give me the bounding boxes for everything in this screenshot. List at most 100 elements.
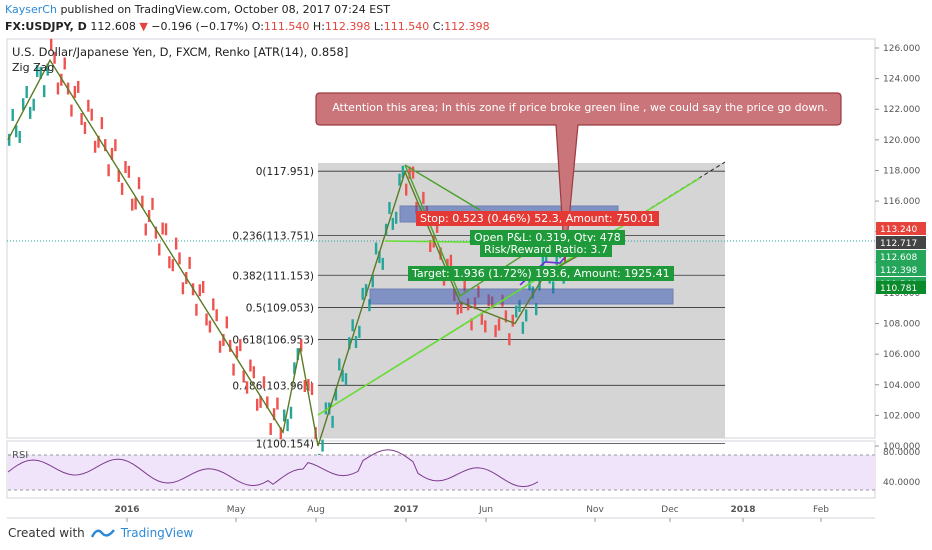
fib-label-1: 1(100.154) — [256, 439, 314, 451]
renko-brick-56 — [198, 284, 201, 297]
price-tag-2: 112.608 — [880, 253, 917, 263]
renko-brick-68 — [239, 339, 242, 352]
author-link[interactable]: KayserCh — [5, 3, 57, 16]
renko-brick-72 — [252, 366, 256, 379]
renko-brick-96 — [334, 388, 338, 401]
renko-brick-77 — [269, 423, 272, 436]
renko-brick-102 — [354, 336, 358, 349]
time-axis[interactable]: 2016 May Aug 2017 Jun Nov Dec 2018 Feb — [114, 505, 829, 522]
renko-brick-86 — [300, 339, 303, 352]
renko-brick-3 — [18, 130, 21, 143]
renko-brick-133 — [460, 301, 463, 314]
renko-brick-84 — [293, 362, 296, 375]
renko-brick-70 — [245, 381, 249, 394]
renko-brick-134 — [463, 279, 466, 292]
renko-brick-112 — [388, 201, 391, 214]
rsi-tick-80: 80.0000 — [883, 448, 920, 458]
renko-brick-63 — [222, 333, 225, 346]
fib-label-0.618: 0.618(106.953) — [232, 335, 314, 347]
x-tick-label-5: Nov — [586, 505, 604, 515]
renko-brick-31 — [114, 139, 117, 152]
renko-brick-130 — [449, 254, 453, 267]
renko-brick-66 — [232, 363, 235, 376]
target-zone-box[interactable] — [369, 288, 674, 305]
renko-brick-85 — [296, 348, 299, 361]
renko-brick-147 — [508, 333, 511, 346]
y-tick-label-9: 108.000 — [883, 320, 920, 330]
renko-brick-14 — [56, 82, 60, 95]
renko-brick-29 — [107, 164, 110, 177]
renko-brick-88 — [307, 379, 310, 392]
renko-brick-28 — [104, 139, 107, 152]
renko-brick-9 — [39, 66, 42, 79]
renko-brick-23 — [87, 99, 90, 112]
rsi-line — [7, 449, 539, 488]
renko-brick-144 — [497, 318, 501, 331]
renko-brick-27 — [100, 117, 104, 130]
renko-brick-155 — [535, 303, 538, 316]
footer-created: Created with — [8, 526, 85, 540]
renko-brick-59 — [208, 320, 212, 333]
renko-brick-46 — [164, 223, 168, 236]
fib-label-0.236: 0.236(113.751) — [232, 231, 314, 243]
renko-brick-49 — [174, 237, 178, 250]
publish-text: published on TradingView.com, October 08… — [56, 3, 390, 16]
y-tick-label-13: 100.000 — [883, 442, 920, 452]
renko-brick-8 — [36, 64, 39, 77]
renko-brick-40 — [144, 223, 147, 236]
tradingview-brand[interactable]: TradingView — [120, 526, 194, 540]
renko-brick-95 — [331, 415, 334, 428]
renko-brick-79 — [276, 397, 279, 410]
renko-brick-80 — [279, 427, 283, 440]
renko-brick-61 — [215, 309, 218, 322]
renko-brick-149 — [515, 305, 518, 318]
x-tick-label-8: Feb — [813, 505, 829, 515]
renko-brick-107 — [371, 275, 374, 288]
renko-brick-5 — [25, 86, 28, 99]
renko-brick-78 — [272, 408, 276, 421]
renko-brick-69 — [242, 370, 245, 383]
y-tick-label-0: 126.000 — [883, 44, 920, 54]
x-tick-label-1: May — [227, 505, 246, 515]
renko-brick-44 — [158, 243, 161, 256]
renko-brick-26 — [97, 135, 100, 148]
chart-title: U.S. Dollar/Japanese Yen, D, FXCM, Renko… — [12, 45, 349, 59]
renko-brick-35 — [127, 165, 131, 178]
renko-brick-76 — [266, 396, 269, 409]
price-tag-3: 112.398 — [880, 266, 917, 276]
renko-brick-74 — [259, 395, 262, 408]
renko-brick-87 — [303, 379, 306, 392]
renko-brick-32 — [117, 169, 120, 182]
annotation-text: Attention this area; In this zone if pri… — [332, 101, 828, 114]
high-label: H: — [312, 20, 325, 33]
renko-brick-24 — [90, 108, 93, 121]
renko-brick-160 — [552, 281, 555, 294]
high-value: 112.398 — [324, 20, 371, 33]
y-tick-label-1: 124.000 — [883, 75, 920, 85]
renko-brick-71 — [249, 359, 252, 372]
renko-brick-55 — [195, 303, 198, 316]
renko-brick-36 — [131, 198, 134, 211]
renko-brick-18 — [70, 104, 73, 117]
renko-brick-6 — [29, 106, 32, 119]
renko-brick-7 — [32, 98, 35, 111]
renko-brick-37 — [134, 197, 137, 210]
renko-brick-67 — [235, 346, 239, 359]
renko-brick-148 — [511, 314, 514, 327]
risk-reward-label: Risk/Reward Ratio: 3.7 — [480, 242, 612, 257]
renko-brick-73 — [255, 398, 259, 411]
annotation-callout[interactable] — [315, 92, 842, 263]
renko-brick-122 — [422, 191, 425, 204]
rsi-tick-40: 40.0000 — [883, 478, 920, 488]
renko-brick-38 — [137, 177, 141, 190]
renko-brick-114 — [394, 211, 398, 224]
triangle-pattern — [404, 164, 543, 298]
renko-brick-16 — [63, 57, 66, 70]
renko-brick-58 — [205, 313, 208, 326]
renko-brick-62 — [218, 340, 222, 353]
renko-brick-57 — [201, 280, 205, 293]
renko-brick-45 — [161, 222, 164, 235]
last-price: 112.608 — [90, 20, 136, 33]
renko-brick-60 — [212, 298, 215, 311]
